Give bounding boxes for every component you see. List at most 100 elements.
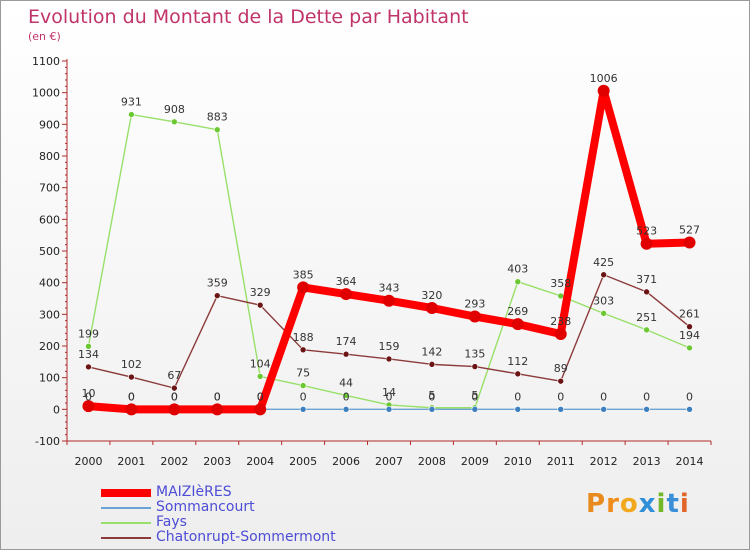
data-point-chatonrupt-sommermont bbox=[643, 288, 650, 296]
x-tick-label: 2001 bbox=[117, 455, 145, 468]
data-label-chatonrupt-sommermont: 89 bbox=[554, 362, 568, 375]
data-label-fays: 358 bbox=[550, 277, 571, 290]
y-tick-label: 400 bbox=[39, 277, 60, 290]
data-label-maizi-res: 0 bbox=[257, 390, 264, 403]
x-tick-label: 2006 bbox=[332, 455, 360, 468]
data-label-maizi-res: 0 bbox=[214, 390, 221, 403]
data-label-chatonrupt-sommermont: 359 bbox=[207, 277, 228, 290]
legend-swatch-chatonrupt bbox=[101, 537, 151, 539]
data-label-sommancourt: 0 bbox=[686, 390, 693, 403]
data-point-chatonrupt-sommermont bbox=[299, 346, 307, 354]
data-label-chatonrupt-sommermont: 371 bbox=[636, 273, 657, 286]
data-label-maizi-res: 527 bbox=[679, 223, 700, 236]
data-point-fays bbox=[171, 118, 178, 126]
x-tick-label: 2013 bbox=[633, 455, 661, 468]
data-point-sommancourt bbox=[342, 406, 350, 413]
data-point-fays bbox=[557, 292, 565, 300]
logo-letter: i bbox=[679, 489, 690, 519]
data-point-fays bbox=[686, 344, 693, 352]
data-point-chatonrupt-sommermont bbox=[213, 292, 221, 299]
data-label-fays: 104 bbox=[250, 357, 271, 370]
data-label-sommancourt: 0 bbox=[557, 390, 564, 403]
data-label-chatonrupt-sommermont: 174 bbox=[336, 335, 357, 348]
data-point-chatonrupt-sommermont bbox=[342, 350, 350, 358]
proxiti-logo[interactable]: Proxiti bbox=[586, 489, 690, 519]
data-label-fays: 199 bbox=[78, 327, 99, 340]
data-label-fays: 303 bbox=[593, 294, 614, 307]
data-point-sommancourt bbox=[557, 406, 565, 413]
legend-label-sommancourt: Sommancourt bbox=[156, 499, 255, 515]
data-label-fays: 883 bbox=[207, 111, 228, 124]
data-label-fays: 403 bbox=[507, 263, 528, 276]
data-label-sommancourt: 0 bbox=[471, 390, 478, 403]
x-tick-label: 2003 bbox=[203, 455, 231, 468]
data-point-maizi-res bbox=[168, 403, 181, 416]
data-point-maizi-res bbox=[82, 400, 95, 413]
x-tick-label: 2011 bbox=[547, 455, 575, 468]
data-point-chatonrupt-sommermont bbox=[686, 323, 693, 330]
x-tick-label: 2004 bbox=[246, 455, 274, 468]
data-point-maizi-res bbox=[554, 327, 567, 340]
data-label-maizi-res: 293 bbox=[464, 298, 485, 311]
y-tick-label: 200 bbox=[39, 340, 60, 353]
data-label-sommancourt: 0 bbox=[343, 390, 350, 403]
legend-swatch-fays bbox=[101, 522, 151, 524]
data-point-maizi-res bbox=[383, 294, 395, 307]
data-point-maizi-res bbox=[254, 403, 267, 416]
data-point-maizi-res bbox=[297, 281, 310, 294]
x-tick-label: 2010 bbox=[504, 455, 532, 468]
data-point-fays bbox=[600, 310, 607, 317]
x-tick-label: 2012 bbox=[590, 455, 618, 468]
chart-title: Evolution du Montant de la Dette par Hab… bbox=[28, 6, 469, 28]
data-point-chatonrupt-sommermont bbox=[600, 271, 607, 279]
data-point-fays bbox=[213, 126, 221, 134]
data-point-sommancourt bbox=[600, 406, 607, 413]
y-tick-label: 100 bbox=[39, 372, 60, 385]
data-point-chatonrupt-sommermont bbox=[85, 363, 92, 371]
data-point-sommancourt bbox=[514, 406, 522, 413]
x-tick-label: 2014 bbox=[676, 455, 704, 468]
data-point-maizi-res bbox=[425, 302, 438, 314]
y-tick-label: 900 bbox=[39, 118, 60, 131]
data-label-fays: 14 bbox=[382, 386, 396, 399]
data-label-fays: 194 bbox=[679, 329, 700, 342]
data-label-chatonrupt-sommermont: 134 bbox=[78, 348, 99, 361]
data-point-maizi-res bbox=[597, 84, 610, 97]
data-label-fays: 44 bbox=[339, 376, 353, 389]
data-point-fays bbox=[643, 326, 650, 334]
data-label-chatonrupt-sommermont: 112 bbox=[507, 355, 528, 368]
data-label-sommancourt: 0 bbox=[214, 390, 221, 403]
data-label-chatonrupt-sommermont: 67 bbox=[167, 369, 181, 382]
data-point-maizi-res bbox=[211, 403, 224, 416]
data-point-chatonrupt-sommermont bbox=[557, 377, 565, 385]
data-point-maizi-res bbox=[125, 403, 138, 416]
data-label-sommancourt: 0 bbox=[171, 390, 178, 403]
data-point-sommancourt bbox=[299, 406, 307, 413]
data-point-chatonrupt-sommermont bbox=[128, 373, 135, 381]
logo-letter: r bbox=[606, 489, 620, 519]
data-point-fays bbox=[256, 373, 264, 380]
legend-swatch-maizieres bbox=[101, 489, 151, 497]
x-tick-label: 2002 bbox=[160, 455, 188, 468]
data-label-fays: 5 bbox=[428, 389, 435, 402]
data-label-maizi-res: 523 bbox=[636, 225, 657, 238]
y-tick-label: 300 bbox=[39, 308, 60, 321]
data-label-maizi-res: 0 bbox=[128, 390, 135, 403]
legend-label-fays: Fays bbox=[156, 514, 187, 530]
data-label-fays: 75 bbox=[296, 367, 310, 380]
data-label-chatonrupt-sommermont: 142 bbox=[421, 345, 442, 358]
y-tick-label: 700 bbox=[39, 182, 60, 195]
data-label-maizi-res: 320 bbox=[421, 289, 442, 302]
data-label-fays: 931 bbox=[121, 96, 142, 109]
data-label-chatonrupt-sommermont: 102 bbox=[121, 358, 142, 371]
data-point-chatonrupt-sommermont bbox=[171, 384, 178, 392]
data-point-fays bbox=[342, 392, 350, 399]
data-point-fays bbox=[299, 382, 307, 389]
x-tick-label: 2000 bbox=[74, 455, 102, 468]
data-label-chatonrupt-sommermont: 329 bbox=[250, 286, 271, 299]
data-point-sommancourt bbox=[643, 406, 650, 413]
data-point-sommancourt bbox=[428, 406, 436, 413]
y-tick-label: -100 bbox=[35, 435, 60, 448]
data-point-fays bbox=[128, 111, 135, 118]
data-label-sommancourt: 0 bbox=[128, 390, 135, 403]
